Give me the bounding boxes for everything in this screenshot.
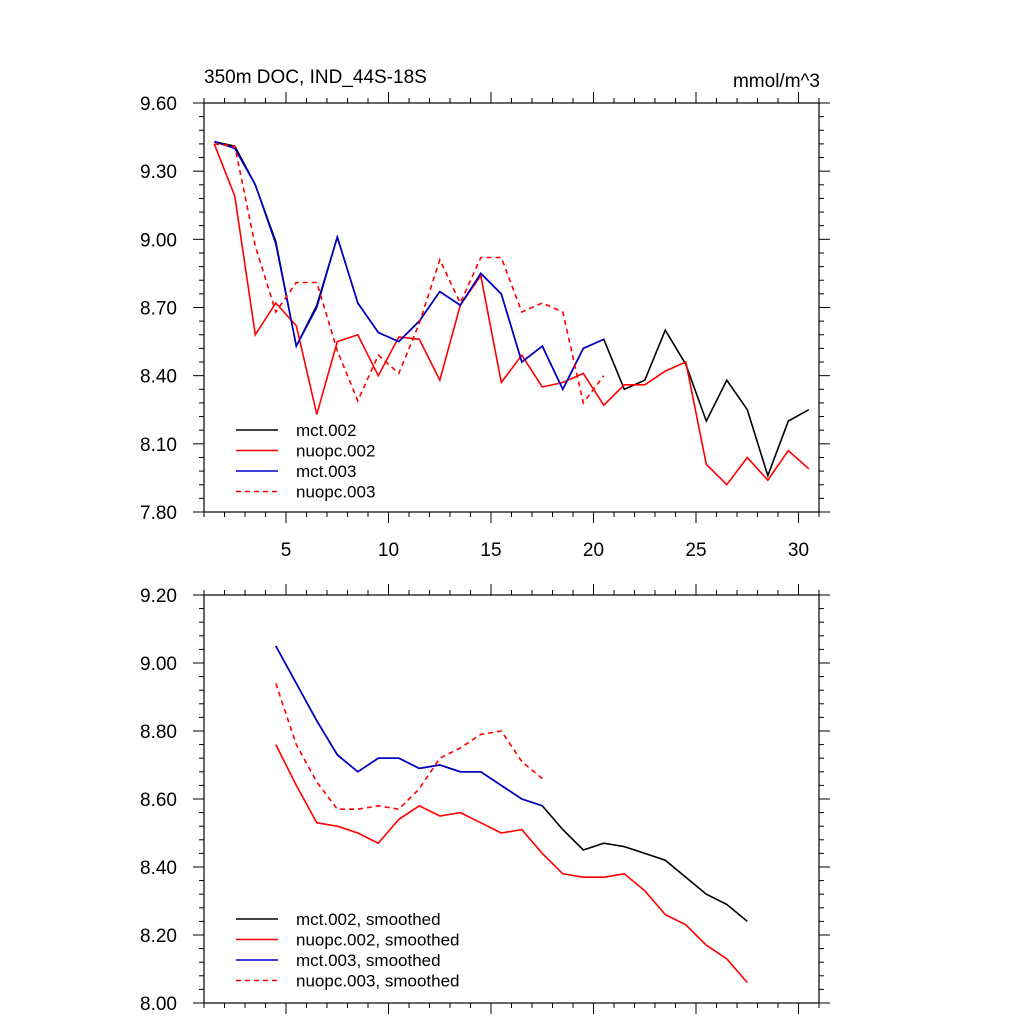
y-tick-label: 9.00 [140, 654, 177, 675]
x-tick-label: 15 [480, 540, 501, 561]
series-line-nuopc-003 [214, 143, 605, 405]
series-line-mct-003-smoothed [275, 645, 543, 807]
legend-label: mct.002, smoothed [296, 910, 441, 929]
y-tick-label: 9.30 [140, 162, 177, 183]
x-tick-label: 30 [788, 540, 809, 561]
top-panel: 350m DOC, IND_44S-18S mmol/m^3 5 10 15 20 25… [140, 67, 830, 561]
y-tick-label: 8.60 [140, 790, 177, 811]
y-tick-label: 8.20 [140, 926, 177, 947]
legend-label: mct.003 [296, 462, 356, 481]
y-tick-label: 8.40 [140, 858, 177, 879]
legend-label: mct.003, smoothed [296, 951, 441, 970]
y-tick-label: 8.10 [140, 435, 177, 456]
series-line-nuopc-003-smoothed [275, 683, 543, 811]
y-tick-label: 8.80 [140, 722, 177, 743]
y-tick-label: 8.70 [140, 299, 177, 320]
legend-label: mct.002 [296, 421, 356, 440]
legend-label: nuopc.003, smoothed [296, 972, 460, 991]
legend-label: nuopc.002, smoothed [296, 931, 460, 950]
x-tick-label: 10 [378, 540, 399, 561]
series-line-mct-003 [214, 140, 605, 392]
y-tick-label: 9.00 [140, 230, 177, 251]
y-tick-label: 9.60 [140, 94, 177, 115]
series-line-nuopc-002 [213, 143, 810, 486]
x-tick-label: 20 [583, 540, 604, 561]
legend-label: nuopc.003 [296, 483, 375, 502]
x-tick-label: 25 [685, 540, 706, 561]
units-label: mmol/m^3 [733, 71, 820, 92]
series-line-mct-002-smoothed [275, 645, 748, 923]
x-tick-label: 5 [281, 540, 292, 561]
y-tick-label: 8.00 [140, 994, 177, 1015]
bottom-panel: 8.00 8.20 8.40 8.60 8.80 9.00 9.20 mct.002, smo… [140, 584, 830, 1015]
y-tick-label: 7.80 [140, 503, 177, 524]
y-tick-label: 8.40 [140, 367, 177, 388]
legend-label: nuopc.002 [296, 442, 375, 461]
y-tick-label: 9.20 [140, 586, 177, 607]
chart-title: 350m DOC, IND_44S-18S [204, 67, 427, 88]
series-line-nuopc-002-smoothed [275, 744, 748, 984]
